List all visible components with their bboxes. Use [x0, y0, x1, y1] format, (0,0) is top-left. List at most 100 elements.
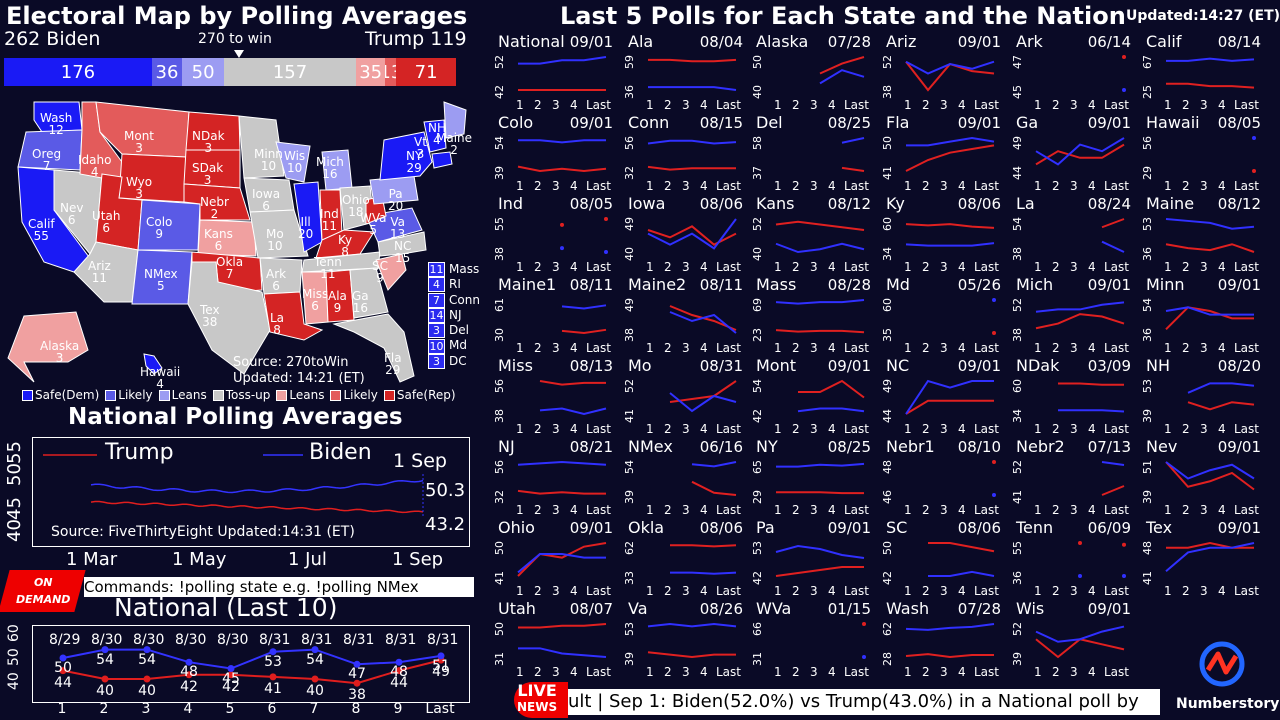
- small-state-row: 14 NJ: [428, 307, 480, 324]
- last10-trump-label: 40: [138, 683, 156, 699]
- state-poll-name: Nebr1: [886, 437, 935, 456]
- state-poll-svg: [770, 374, 873, 421]
- state-poll-svg: [1160, 536, 1263, 583]
- state-poll-plot: [770, 617, 873, 664]
- map-state-name: NH: [428, 121, 446, 135]
- last10-date-label: 8/31: [259, 632, 291, 648]
- biden-poll-line: [648, 86, 737, 91]
- map-state-name: Ga: [352, 289, 369, 303]
- state-poll-y-low: 30: [493, 328, 506, 342]
- map-state-ev: 9: [155, 227, 164, 241]
- state-poll-svg: [512, 50, 615, 97]
- ev-bar-segment: 50: [182, 58, 225, 86]
- state-poll-x-tick: 1: [516, 584, 524, 598]
- state-poll-x-tick: 2: [664, 584, 672, 598]
- state-poll-x-tick: 4: [1218, 422, 1226, 436]
- trump-poll-line: [1166, 82, 1255, 89]
- electoral-vote-bar: 1763650157351371: [4, 58, 456, 86]
- state-poll-x-tick: 3: [552, 260, 560, 274]
- map-state-ev: 3: [203, 173, 212, 187]
- state-poll-x-tick: 1: [516, 665, 524, 679]
- state-poll-tile: Tenn 06/09 55 36 1 2 3 4 Last: [1008, 518, 1138, 600]
- last10-biden-line-point: [353, 660, 361, 668]
- state-poll-x-tick: 3: [682, 584, 690, 598]
- state-poll-x-tick: 4: [570, 584, 578, 598]
- map-legend: Safe(Dem) Likely Leans Toss-up Leans Likely Sa…: [22, 388, 456, 402]
- legend-label: Safe(Dem): [35, 388, 100, 402]
- map-state-name: Calif: [28, 217, 55, 231]
- state-poll-date: 06/14: [1087, 33, 1131, 51]
- map-state-name: Mont: [124, 129, 155, 143]
- state-poll-y-low: 40: [751, 247, 764, 261]
- state-poll-plot: [900, 536, 1003, 583]
- state-poll-svg: [512, 536, 615, 583]
- state-poll-name: Del: [756, 113, 783, 132]
- state-poll-svg: [642, 374, 745, 421]
- legend-label: Toss-up: [225, 388, 271, 402]
- commands-hint: Commands: !polling state e.g. !polling N…: [84, 577, 474, 597]
- legend-swatch: [105, 390, 117, 401]
- small-state-name: NJ: [449, 307, 462, 322]
- state-poll-y-high: 54: [1011, 217, 1024, 231]
- state-poll-date: 09/01: [1217, 276, 1261, 294]
- last10-date-label: 8/29: [49, 632, 81, 648]
- state-poll-y-high: 54: [623, 460, 636, 474]
- biden-poll-line: [905, 379, 994, 415]
- biden-poll-line: [1035, 301, 1125, 313]
- biden-poll-line: [647, 622, 737, 628]
- state-poll-x-tick: Last: [844, 179, 869, 193]
- biden-poll-line: [647, 139, 737, 145]
- state-poll-x-tick: 4: [958, 179, 966, 193]
- small-state-name: Mass: [449, 262, 480, 276]
- state-poll-x-tick: 1: [646, 503, 654, 517]
- map-state-mo: [249, 209, 309, 259]
- state-poll-plot: [1030, 293, 1133, 340]
- state-poll-date: 03/09: [1087, 357, 1131, 375]
- state-poll-svg: [1160, 50, 1263, 97]
- map-state-label: Wyo 3: [126, 176, 152, 200]
- trump-poll-line: [1187, 401, 1255, 411]
- state-poll-x-tick: Last: [586, 341, 611, 355]
- state-poll-x-tick: 4: [570, 665, 578, 679]
- state-poll-x-tick: 2: [664, 503, 672, 517]
- state-poll-svg: [1030, 212, 1133, 259]
- state-poll-name: National: [498, 32, 565, 51]
- biden-poll-line: [517, 553, 606, 574]
- state-poll-x-tick: 1: [774, 341, 782, 355]
- state-poll-y-high: 62: [881, 622, 894, 636]
- state-poll-date: 07/28: [957, 600, 1001, 618]
- state-poll-x-tick: 1: [774, 584, 782, 598]
- state-poll-plot: [770, 293, 873, 340]
- trump-poll-line: [775, 329, 865, 334]
- state-poll-x-tick: Last: [974, 503, 999, 517]
- state-poll-x-tick: 4: [1218, 179, 1226, 193]
- state-poll-plot: [1030, 374, 1133, 421]
- map-state-label: Mich 16: [316, 156, 344, 180]
- state-poll-x-tick: 3: [552, 503, 560, 517]
- map-state-name: Mich: [316, 155, 344, 169]
- last10-biden-label: 54: [306, 651, 324, 668]
- trump-poll-line: [691, 480, 737, 496]
- map-state-name: Nebr: [200, 195, 229, 209]
- last10-trump-line: [62, 659, 442, 685]
- state-poll-y-high: 58: [751, 136, 764, 150]
- last10-title: National (Last 10): [114, 593, 338, 622]
- state-poll-svg: [642, 617, 745, 664]
- state-poll-x-tick: 2: [1182, 260, 1190, 274]
- state-poll-svg: [900, 617, 1003, 664]
- state-poll-svg: [900, 374, 1003, 421]
- state-poll-x-tick: Last: [844, 422, 869, 436]
- state-poll-svg: [1160, 212, 1263, 259]
- state-poll-x-tick: 4: [828, 260, 836, 274]
- last10-date-label: 8/30: [217, 632, 249, 648]
- state-poll-x-tick: 3: [552, 98, 560, 112]
- trump-poll-line: [647, 651, 736, 659]
- map-source-line: Source: 270toWin: [233, 355, 349, 370]
- map-state-labels: Wash 12 Oreg 7 Calif 55 Nev 6 Idaho 4 Mont 3 Wyo 3 Uta…: [4, 92, 474, 392]
- map-state-ga: [349, 267, 389, 319]
- ev-bar-segment: 36: [151, 58, 183, 86]
- trump-poll-line: [928, 542, 995, 553]
- state-poll-tile: Ga 09/01 49 44 1 2 3 4 Last: [1008, 113, 1138, 195]
- state-poll-date: 09/01: [827, 357, 871, 375]
- map-state-ev: 9: [333, 301, 342, 315]
